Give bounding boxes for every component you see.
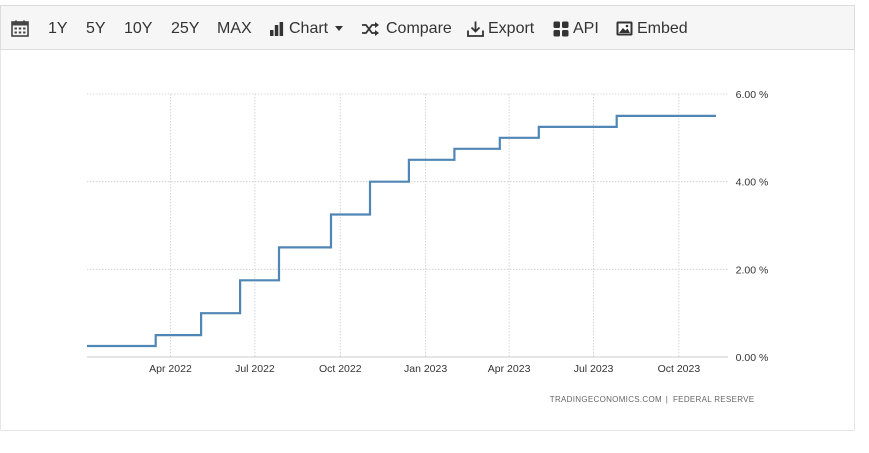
credit-provider: FEDERAL RESERVE <box>673 395 754 404</box>
api-label: API <box>573 19 599 37</box>
range-5y-button[interactable]: 5Y <box>86 19 106 37</box>
compare-button[interactable]: Compare <box>361 6 452 51</box>
download-icon <box>467 21 484 37</box>
caret-down-icon <box>335 26 344 31</box>
embed-button[interactable]: Embed <box>616 6 688 51</box>
compare-label: Compare <box>386 19 452 37</box>
y-tick-label: 6.00 % <box>736 89 769 101</box>
grid <box>87 93 728 358</box>
chart-type-button[interactable]: Chart <box>269 6 344 51</box>
credit-source: TRADINGECONOMICS.COM <box>550 395 662 404</box>
embed-label: Embed <box>637 19 688 37</box>
image-icon <box>616 21 633 36</box>
x-tick-label: Apr 2022 <box>149 363 192 375</box>
export-label: Export <box>488 19 535 37</box>
x-tick-label: Jul 2023 <box>574 363 614 375</box>
range-25y-button[interactable]: 25Y <box>171 19 200 37</box>
y-axis: 0.00 % 2.00 % 4.00 % 6.00 % <box>736 89 769 364</box>
x-tick-label: Apr 2023 <box>488 363 531 375</box>
calendar-button[interactable] <box>11 6 29 51</box>
chart-type-label: Chart <box>289 19 329 37</box>
y-tick-label: 0.00 % <box>736 352 769 364</box>
series-line <box>87 114 716 348</box>
credit-separator: | <box>666 395 668 404</box>
grid-icon <box>553 21 569 37</box>
range-1y-button[interactable]: 1Y <box>48 19 68 37</box>
y-tick-label: 2.00 % <box>736 264 769 276</box>
step-line-chart: 0.00 % 2.00 % 4.00 % 6.00 % Apr 2022 Jul 202… <box>87 89 769 404</box>
shuffle-icon <box>361 21 379 36</box>
range-max-button[interactable]: MAX <box>217 19 252 37</box>
api-button[interactable]: API <box>553 6 599 51</box>
x-tick-label: Oct 2022 <box>319 363 362 375</box>
range-10y-button[interactable]: 10Y <box>124 19 153 37</box>
toolbar: 1Y 5Y 10Y 25Y MAX Chart Compare <box>0 5 855 50</box>
x-axis: Apr 2022 Jul 2022 Oct 2022 Jan 2023 Apr 2023… <box>149 363 700 375</box>
bar-chart-icon <box>269 21 285 37</box>
calendar-icon <box>11 20 29 37</box>
export-button[interactable]: Export <box>467 6 534 51</box>
x-tick-label: Jan 2023 <box>404 363 447 375</box>
x-tick-label: Jul 2022 <box>235 363 275 375</box>
x-tick-label: Oct 2023 <box>658 363 701 375</box>
y-tick-label: 4.00 % <box>736 177 769 189</box>
